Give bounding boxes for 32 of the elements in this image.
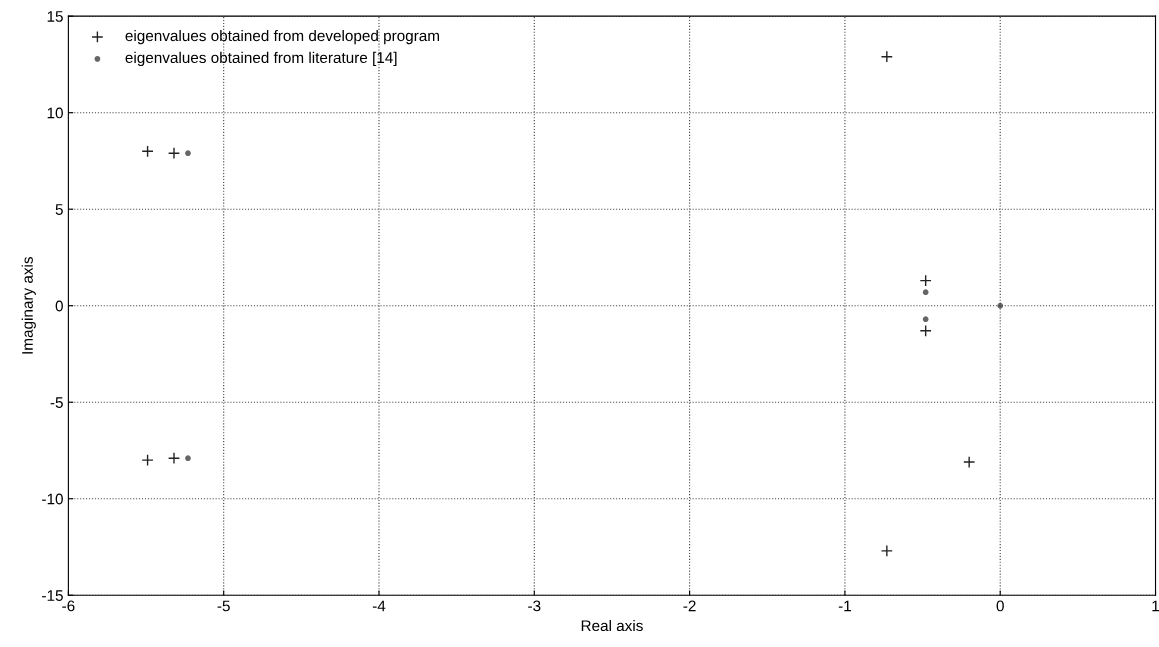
x-tick-label: -3 <box>528 600 541 612</box>
point <box>922 316 929 323</box>
y-tick-label: 15 <box>47 11 63 22</box>
point <box>880 544 893 557</box>
y-axis-title: Imaginary axis <box>21 257 36 354</box>
y-tick-label: -10 <box>42 493 63 505</box>
y-tick-label: 10 <box>47 107 63 119</box>
point <box>963 455 976 469</box>
point <box>167 452 181 465</box>
point <box>141 145 154 158</box>
point <box>167 147 181 160</box>
legend-label: eigenvalues obtained from literature [14] <box>125 51 397 67</box>
x-tick-label: -2 <box>683 600 696 612</box>
x-tick-label: 1 <box>1152 600 1159 612</box>
x-tick-label: -4 <box>372 600 386 612</box>
x-tick-label: -5 <box>217 600 230 612</box>
x-tick-label: -6 <box>62 600 75 612</box>
y-tick-label: -15 <box>42 590 63 601</box>
point <box>185 150 191 157</box>
x-axis-title: Real axis <box>581 619 643 632</box>
x-tick-label: -1 <box>838 600 851 612</box>
x-tick-label: 0 <box>996 600 1004 612</box>
point <box>880 50 893 63</box>
y-tick-label: 5 <box>55 204 63 215</box>
point <box>919 324 932 337</box>
point <box>922 289 929 296</box>
point <box>919 274 932 287</box>
y-tick-label: -5 <box>50 397 63 408</box>
point <box>185 455 191 462</box>
y-tick-label: 0 <box>55 300 63 312</box>
point <box>141 454 154 467</box>
legend-label: eigenvalues obtained from developed program <box>125 29 439 45</box>
